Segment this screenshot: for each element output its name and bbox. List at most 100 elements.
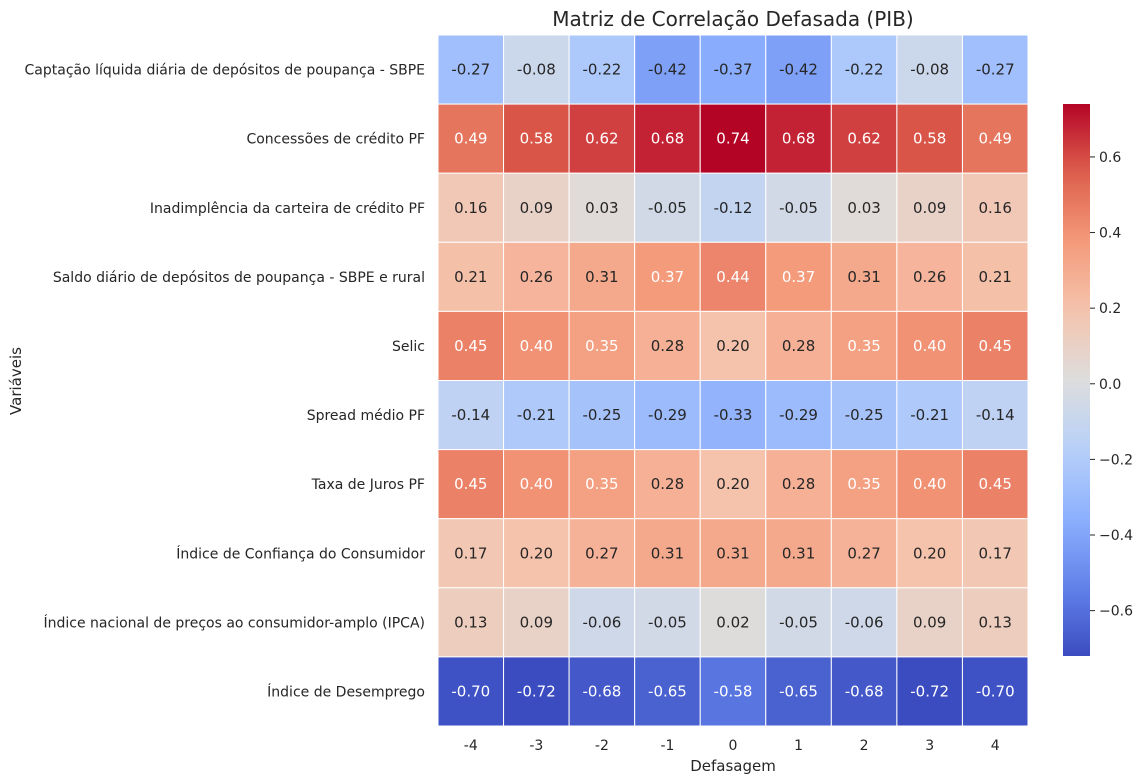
cell-value-label: 0.28	[782, 337, 815, 355]
heatmap-cell	[634, 172, 701, 243]
cell-value-label: 0.20	[716, 475, 749, 493]
cell-value-label: 0.68	[782, 130, 815, 148]
cell-value-label: -0.42	[648, 61, 687, 79]
cell-value-label: -0.22	[845, 61, 884, 79]
x-tick-label: 3	[925, 738, 934, 754]
cell-value-label: 0.40	[913, 475, 946, 493]
heatmap-cell	[503, 656, 570, 727]
y-tick-labels: Captação líquida diária de depósitos de …	[25, 63, 426, 701]
heatmap-cell	[437, 34, 505, 105]
cell-value-label: -0.68	[582, 682, 621, 700]
x-tick-labels: -4 -3 -2 -1 0 1 2 3 4	[464, 738, 1000, 754]
heatmap-cell	[634, 241, 701, 312]
heatmap-cell	[765, 380, 832, 451]
cell-value-label: -0.37	[714, 61, 753, 79]
heatmap-cell	[634, 34, 701, 105]
heatmap-cell	[961, 241, 1029, 312]
heatmap-cell	[503, 34, 570, 105]
heatmap-cell	[503, 449, 570, 520]
heatmap-cell	[961, 103, 1029, 174]
heatmap-cell	[896, 380, 963, 451]
cell-value-label: -0.68	[845, 682, 884, 700]
heatmap-cell	[568, 380, 636, 451]
x-tick-label: 2	[860, 738, 869, 754]
heatmap-cell	[568, 587, 636, 658]
cell-value-label: 0.28	[651, 475, 684, 493]
cell-value-label: 0.31	[651, 544, 684, 562]
heatmap-cell	[503, 241, 570, 312]
cell-value-label: -0.05	[779, 613, 818, 631]
cell-value-label: 0.02	[716, 613, 749, 631]
cell-value-label: 0.09	[913, 199, 946, 217]
colorbar-tick-label: 0.0	[1099, 377, 1121, 393]
heatmap-cell	[568, 518, 636, 589]
y-tick-label: Spread médio PF	[307, 408, 425, 424]
heatmap-cell	[568, 656, 636, 727]
heatmap-cell	[437, 449, 505, 520]
cell-value-label: 0.49	[454, 130, 487, 148]
cell-value-label: -0.06	[845, 613, 884, 631]
cell-value-label: -0.25	[845, 406, 884, 424]
colorbar-tick-label: 0.2	[1099, 301, 1121, 317]
heatmap-cell	[437, 518, 505, 589]
cell-values: -0.27 -0.08 -0.22 -0.42 -0.37 -0.42 -0.22 -0.08…	[451, 61, 1014, 701]
heatmap-cell	[961, 518, 1029, 589]
colorbar-tick-label: −0.6	[1099, 604, 1133, 620]
heatmap-cell	[765, 34, 832, 105]
heatmap-cell	[503, 587, 570, 658]
y-axis-label: Variáveis	[7, 347, 25, 415]
cell-value-label: 0.45	[454, 475, 487, 493]
cell-value-label: -0.05	[648, 613, 687, 631]
cell-value-label: -0.33	[714, 406, 753, 424]
heatmap-cell	[961, 310, 1029, 381]
cell-value-label: 0.40	[520, 337, 553, 355]
x-tick-label: -3	[529, 738, 543, 754]
y-tick-label: Inadimplência da carteira de crédito PF	[150, 201, 425, 217]
heatmap-cell	[961, 587, 1029, 658]
cell-value-label: 0.27	[585, 544, 618, 562]
heatmap-cell	[634, 310, 701, 381]
heatmap-cell	[634, 656, 701, 727]
cell-value-label: 0.13	[979, 613, 1012, 631]
cell-value-label: 0.31	[716, 544, 749, 562]
cell-value-label: -0.65	[648, 682, 687, 700]
cell-value-label: 0.16	[454, 199, 487, 217]
cell-value-label: 0.26	[520, 268, 553, 286]
colorbar-tick-label: −0.2	[1099, 452, 1133, 468]
cell-value-label: 0.45	[979, 337, 1012, 355]
cell-value-label: -0.70	[976, 682, 1015, 700]
heatmap-cell	[765, 310, 832, 381]
heatmap-cell	[699, 518, 767, 589]
x-tick-label: -4	[464, 738, 478, 754]
colorbar-tick-label: 0.6	[1099, 150, 1121, 166]
cell-value-label: 0.28	[782, 475, 815, 493]
heatmap-cell	[896, 656, 963, 727]
cell-value-label: 0.58	[913, 130, 946, 148]
cell-value-label: 0.13	[454, 613, 487, 631]
y-tick-label: Saldo diário de depósitos de poupança - …	[53, 270, 425, 286]
colorbar-gradient	[1063, 104, 1090, 656]
heatmap-cell	[896, 34, 963, 105]
cell-value-label: -0.05	[779, 199, 818, 217]
chart-title: Matriz de Correlação Defasada (PIB)	[552, 7, 913, 31]
cell-value-label: 0.74	[716, 130, 749, 148]
x-axis-label: Defasagem	[690, 757, 776, 775]
x-tick-label: -1	[660, 738, 674, 754]
heatmap-cell	[699, 380, 767, 451]
cell-value-label: 0.35	[585, 475, 618, 493]
cell-value-label: 0.35	[585, 337, 618, 355]
cell-value-label: -0.08	[517, 61, 556, 79]
cell-value-label: 0.58	[520, 130, 553, 148]
heatmap-cell	[568, 310, 636, 381]
heatmap-cell	[634, 518, 701, 589]
heatmap-cell	[437, 587, 505, 658]
cell-value-label: -0.65	[779, 682, 818, 700]
cell-value-label: 0.20	[913, 544, 946, 562]
heatmap-cell	[830, 449, 898, 520]
heatmap-cell	[437, 103, 505, 174]
heatmap-cell	[437, 380, 505, 451]
cell-value-label: 0.09	[913, 613, 946, 631]
cell-value-label: 0.40	[913, 337, 946, 355]
cell-value-label: -0.58	[714, 682, 753, 700]
cell-value-label: -0.27	[451, 61, 490, 79]
